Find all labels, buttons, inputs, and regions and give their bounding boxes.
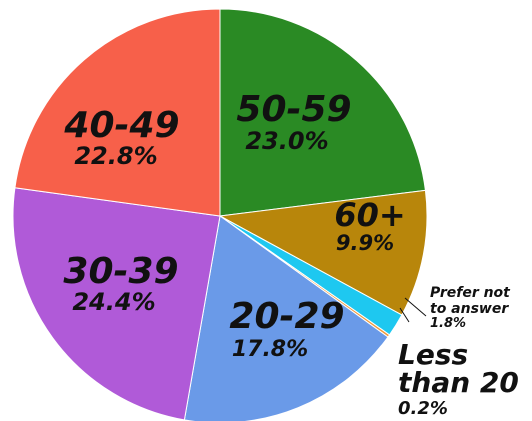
slice-label-60-plus: 60+ [334,196,405,234]
slice-label-30-39: 30-39 [63,251,178,292]
pie-slice-60- [218,189,428,316]
slice-value-20-29: 17.8% [232,337,308,362]
slice-value-30-39: 24.4% [72,288,155,316]
slice-value-60-plus: 9.9% [336,231,394,255]
leader-line-less-than-20 [399,307,410,323]
slice-label-prefer-not-to-answer: Prefer not to answer [430,285,515,317]
pie-slices [12,8,428,421]
slice-value-50-59: 23.0% [245,127,328,155]
slice-label-50-59: 50-59 [236,89,351,130]
pie-slice-50-59 [219,8,426,217]
slice-value-prefer-not-to-answer: 1.8% [430,316,466,331]
slice-value-40-49: 22.8% [74,142,157,170]
slice-label-less-than-20: Less than 20 [398,338,519,399]
slice-label-40-49: 40-49 [63,105,179,146]
slice-value-less-than-20: 0.2% [398,398,448,419]
pie-slice-40-49 [14,8,221,217]
pie-slice-20-29 [183,215,389,421]
pie-slice-30-39 [12,187,221,421]
slice-label-20-29: 20-29 [229,296,344,337]
leader-line-prefer-not-to-answer [404,297,427,317]
